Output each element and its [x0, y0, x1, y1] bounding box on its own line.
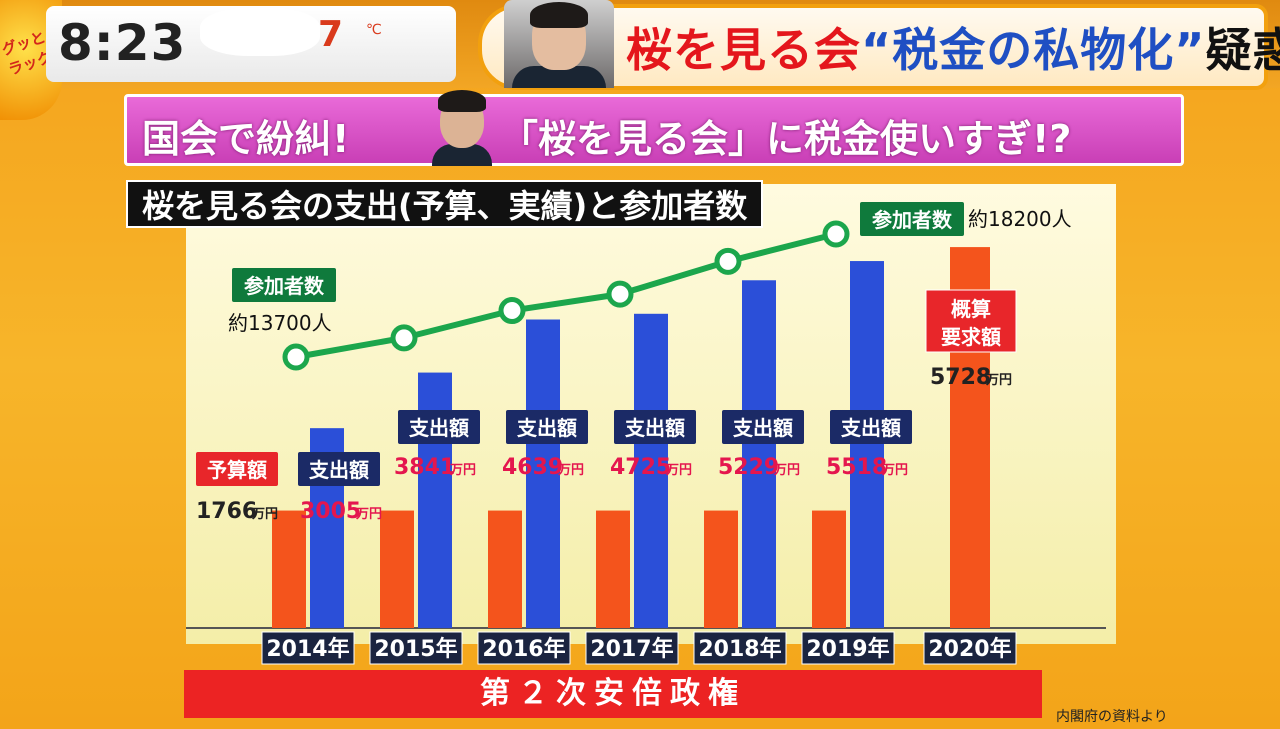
request-badge-line1: 概算	[951, 297, 991, 321]
spend-bar	[634, 313, 668, 628]
year-label: 2014年	[266, 636, 349, 662]
headline-part3: 疑惑	[1205, 23, 1280, 77]
spend-badge: 支出額	[517, 416, 577, 440]
sub-banner	[124, 94, 1184, 166]
spend-badge: 支出額	[409, 416, 469, 440]
temperature: 7	[318, 14, 344, 55]
year-label: 2015年	[374, 636, 457, 662]
request-badge-box	[925, 289, 1017, 353]
attendance-point	[822, 220, 850, 248]
spend-value: 5518	[826, 455, 887, 480]
spend-value: 3841	[394, 455, 455, 480]
attendance-point	[390, 324, 418, 352]
spend-bar	[742, 280, 776, 628]
attendance-point	[714, 247, 742, 275]
temperature-unit: ℃	[366, 22, 382, 38]
source-note: 内閣府の資料より	[1056, 709, 1168, 725]
attendance-badge-start: 参加者数	[244, 274, 325, 298]
obscured-area	[200, 8, 320, 56]
spend-bar	[850, 261, 884, 628]
chart-title: 桜を見る会の支出(予算、実績)と参加者数	[126, 180, 764, 228]
spend-value: 4639	[502, 455, 563, 480]
year-label-box	[369, 631, 463, 665]
sub-banner-portrait	[430, 86, 494, 166]
portrait-suit	[512, 66, 606, 88]
spend-unit: 万円	[557, 463, 584, 478]
spend-badge-box	[722, 410, 804, 444]
spend-badge: 支出額	[841, 416, 901, 440]
attendance-point	[282, 343, 310, 371]
budget-badge: 予算額	[207, 458, 267, 482]
spend-badge: 支出額	[625, 416, 685, 440]
year-label-box	[585, 631, 679, 665]
year-label: 2017年	[590, 636, 673, 662]
year-label: 2018年	[698, 636, 781, 662]
spend-badge: 支出額	[309, 458, 369, 482]
headline-part2: “税金の私物化”	[861, 23, 1206, 77]
request-value: 5728	[930, 365, 991, 390]
year-label-box	[801, 631, 895, 665]
budget-bar	[272, 510, 306, 628]
clock: 8:23	[58, 14, 187, 72]
attendance-point	[498, 297, 526, 325]
budget-bar	[704, 510, 738, 628]
request-unit: 万円	[985, 373, 1012, 388]
year-label-box	[923, 631, 1017, 665]
budget-bar	[596, 510, 630, 628]
spend-value: 5229	[718, 455, 779, 480]
budget-value: 1766	[196, 499, 257, 524]
year-label-box	[693, 631, 787, 665]
budget-unit: 万円	[251, 507, 278, 522]
spend-value: 4725	[610, 455, 671, 480]
year-label: 2016年	[482, 636, 565, 662]
spend-value: 3005	[300, 499, 361, 524]
attendance-badge-start-box	[232, 268, 336, 302]
attendance-point	[606, 280, 634, 308]
headline-portrait	[504, 0, 614, 88]
budget-bar	[812, 510, 846, 628]
portrait-hair	[530, 2, 588, 28]
spend-unit: 万円	[773, 463, 800, 478]
spend-unit: 万円	[881, 463, 908, 478]
spend-badge-box	[398, 410, 480, 444]
year-label-box	[261, 631, 355, 665]
spend-unit: 万円	[665, 463, 692, 478]
spend-bar	[526, 319, 560, 628]
headline: 桜を見る会“税金の私物化”疑惑	[626, 14, 1280, 80]
spend-badge-box	[830, 410, 912, 444]
budget-badge-box	[196, 452, 278, 486]
request-badge-line2: 要求額	[941, 325, 1001, 349]
budget-bar	[488, 510, 522, 628]
attendance-line	[295, 231, 837, 360]
attendance-start-value: 約13700人	[228, 311, 332, 335]
sub-banner-right: 「桜を見る会」に税金使いすぎ!?	[500, 117, 1072, 161]
headline-part1: 桜を見る会	[626, 23, 861, 77]
spend-unit: 万円	[355, 507, 382, 522]
attendance-badge-end: 参加者数	[872, 208, 953, 232]
spend-badge: 支出額	[733, 416, 793, 440]
sub-portrait-hair	[438, 90, 486, 112]
spend-badge-box	[614, 410, 696, 444]
attendance-badge-end-box	[860, 202, 964, 236]
era-banner: 第２次安倍政権	[184, 670, 1042, 718]
year-label: 2019年	[806, 636, 889, 662]
sub-portrait-suit	[432, 144, 492, 166]
year-label-box	[477, 631, 571, 665]
attendance-end-value: 約18200人	[968, 207, 1072, 231]
year-label: 2020年	[928, 636, 1011, 662]
spend-badge-box	[298, 452, 380, 486]
spend-badge-box	[506, 410, 588, 444]
sub-banner-left: 国会で紛糾!	[142, 117, 350, 161]
spend-unit: 万円	[449, 463, 476, 478]
budget-bar	[380, 510, 414, 628]
